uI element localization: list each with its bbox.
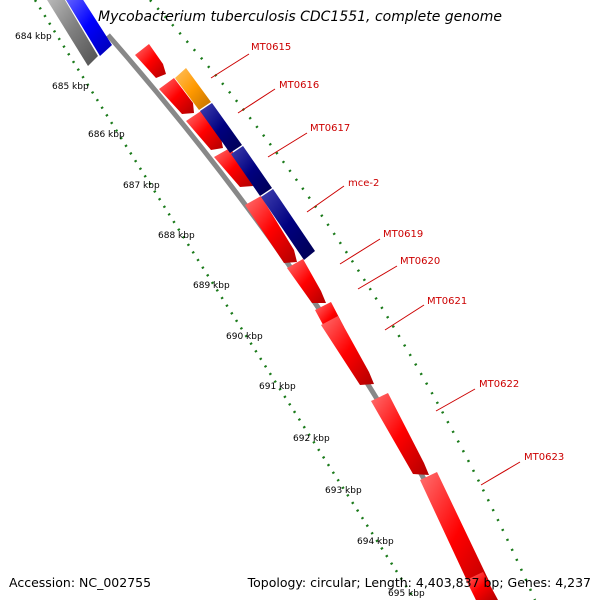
gene-label: MT0616: [279, 80, 319, 91]
kbp-tick-label: 694 kbp: [357, 537, 394, 547]
accession-label: Accession: NC_002755: [9, 575, 152, 590]
gene-label: MT0615: [251, 42, 291, 53]
kbp-tick-label: 689 kbp: [193, 281, 230, 291]
gene-feature-navy: [200, 103, 242, 153]
kbp-tick-label: 690 kbp: [226, 332, 263, 342]
gene-label: MT0619: [383, 229, 423, 240]
gray-feature: [47, 0, 98, 66]
gene-feature-red: [371, 393, 429, 475]
label-leader-line: [267, 132, 308, 158]
gene-label: MT0622: [479, 379, 519, 390]
kbp-tick-label: 695 kbp: [388, 589, 425, 599]
gene-feature-red: [466, 572, 498, 600]
gene-feature-orange: [175, 68, 211, 110]
gene-feature-red: [214, 148, 253, 187]
gene-feature-navy: [261, 189, 315, 260]
blue-feature: [66, 0, 112, 56]
genome-title: Mycobacterium tuberculosis CDC1551, comp…: [98, 9, 502, 25]
gene-feature-navy: [231, 146, 272, 196]
genome-backbone: [106, 33, 491, 602]
kbp-tick-label: 691 kbp: [259, 382, 296, 392]
gene-feature-red: [135, 44, 166, 78]
gene-feature-red: [159, 78, 194, 114]
gene-label: MT0621: [427, 296, 467, 307]
gene-feature-red: [287, 259, 326, 303]
kbp-tick-label: 685 kbp: [52, 82, 89, 92]
label-leader-line: [384, 304, 425, 331]
label-leader-line: [357, 265, 398, 290]
kbp-tick-label: 688 kbp: [158, 231, 195, 241]
gene-feature-red: [420, 472, 492, 600]
kbp-tick-label: 684 kbp: [15, 32, 52, 42]
label-leader-line: [210, 53, 250, 79]
label-leader-line: [339, 238, 381, 265]
gene-label: MT0623: [524, 452, 564, 463]
gene-label: MT0620: [400, 256, 440, 267]
label-leader-line: [435, 388, 476, 412]
kbp-scale-ring: [33, 0, 417, 601]
genome-summary: Topology: circular; Length: 4,403,837 bp…: [247, 575, 591, 590]
gene-label: mce-2: [348, 178, 379, 189]
label-leader-line: [306, 185, 345, 213]
gene-feature-red: [186, 111, 223, 150]
kbp-tick-label: 693 kbp: [325, 486, 362, 496]
gene-feature-red: [321, 316, 374, 385]
kbp-tick-label: 692 kbp: [293, 434, 330, 444]
kbp-tick-label: 686 kbp: [88, 130, 125, 140]
kbp-tick-label: 687 kbp: [123, 181, 160, 191]
gene-feature-red: [245, 196, 297, 263]
label-leader-line: [237, 88, 276, 114]
gene-label: MT0617: [310, 123, 350, 134]
outer-dotted-ring: [149, 0, 537, 601]
label-leader-line: [480, 461, 521, 486]
